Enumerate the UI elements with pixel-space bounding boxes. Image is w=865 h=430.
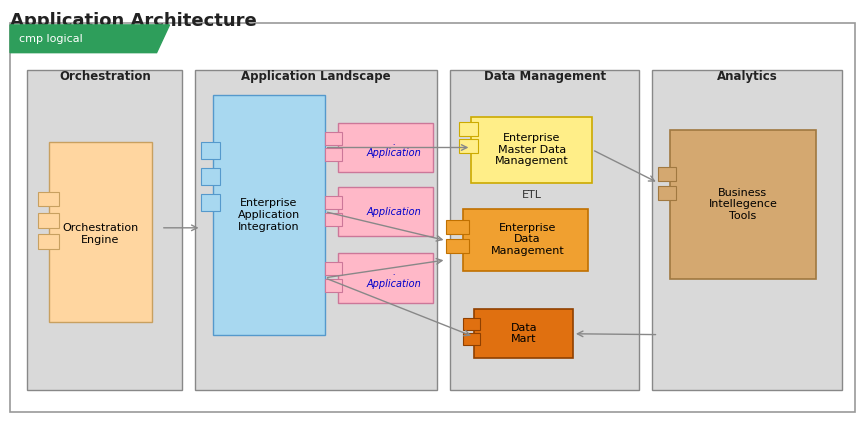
FancyBboxPatch shape: [658, 186, 676, 200]
FancyBboxPatch shape: [658, 167, 676, 181]
Text: Orchestration: Orchestration: [59, 70, 151, 83]
Text: Application Landscape: Application Landscape: [241, 70, 391, 83]
Text: Enterprise
Application
Integration: Enterprise Application Integration: [238, 198, 300, 232]
FancyBboxPatch shape: [213, 95, 324, 335]
Text: Data Management: Data Management: [484, 70, 606, 83]
FancyBboxPatch shape: [337, 253, 432, 303]
FancyBboxPatch shape: [337, 187, 432, 237]
Text: Data
Mart: Data Mart: [510, 322, 537, 344]
FancyBboxPatch shape: [652, 70, 842, 390]
Text: Application Architecture: Application Architecture: [10, 12, 257, 30]
Text: Analytics: Analytics: [717, 70, 778, 83]
FancyBboxPatch shape: [37, 213, 59, 228]
FancyBboxPatch shape: [446, 240, 469, 253]
FancyBboxPatch shape: [324, 196, 342, 209]
Text: Enterprise
Master Data
Management: Enterprise Master Data Management: [495, 133, 568, 166]
FancyBboxPatch shape: [28, 70, 183, 390]
Text: .
Application: . Application: [366, 137, 421, 158]
Polygon shape: [10, 25, 170, 52]
FancyBboxPatch shape: [670, 129, 817, 279]
FancyBboxPatch shape: [37, 191, 59, 206]
FancyBboxPatch shape: [10, 23, 855, 412]
FancyBboxPatch shape: [202, 142, 221, 160]
Text: Business
Intellegence
Tools: Business Intellegence Tools: [708, 188, 778, 221]
FancyBboxPatch shape: [195, 70, 437, 390]
FancyBboxPatch shape: [324, 279, 342, 292]
FancyBboxPatch shape: [463, 333, 480, 345]
Text: Enterprise
Data
Management: Enterprise Data Management: [490, 223, 564, 256]
FancyBboxPatch shape: [463, 318, 480, 330]
FancyBboxPatch shape: [471, 117, 592, 183]
FancyBboxPatch shape: [459, 122, 478, 136]
Text: ETL: ETL: [522, 190, 541, 200]
FancyBboxPatch shape: [324, 132, 342, 144]
FancyBboxPatch shape: [463, 209, 587, 270]
FancyBboxPatch shape: [324, 213, 342, 226]
FancyBboxPatch shape: [48, 142, 152, 322]
FancyBboxPatch shape: [474, 309, 573, 358]
FancyBboxPatch shape: [37, 234, 59, 249]
FancyBboxPatch shape: [450, 70, 639, 390]
FancyBboxPatch shape: [202, 168, 221, 185]
FancyBboxPatch shape: [324, 262, 342, 275]
FancyBboxPatch shape: [337, 123, 432, 172]
Text: .
Application: . Application: [366, 267, 421, 289]
Text: cmp logical: cmp logical: [19, 34, 82, 44]
FancyBboxPatch shape: [446, 220, 469, 234]
Text: Application: Application: [366, 206, 421, 217]
FancyBboxPatch shape: [459, 139, 478, 153]
FancyBboxPatch shape: [202, 194, 221, 211]
Text: Orchestration
Engine: Orchestration Engine: [62, 224, 138, 245]
FancyBboxPatch shape: [324, 148, 342, 161]
